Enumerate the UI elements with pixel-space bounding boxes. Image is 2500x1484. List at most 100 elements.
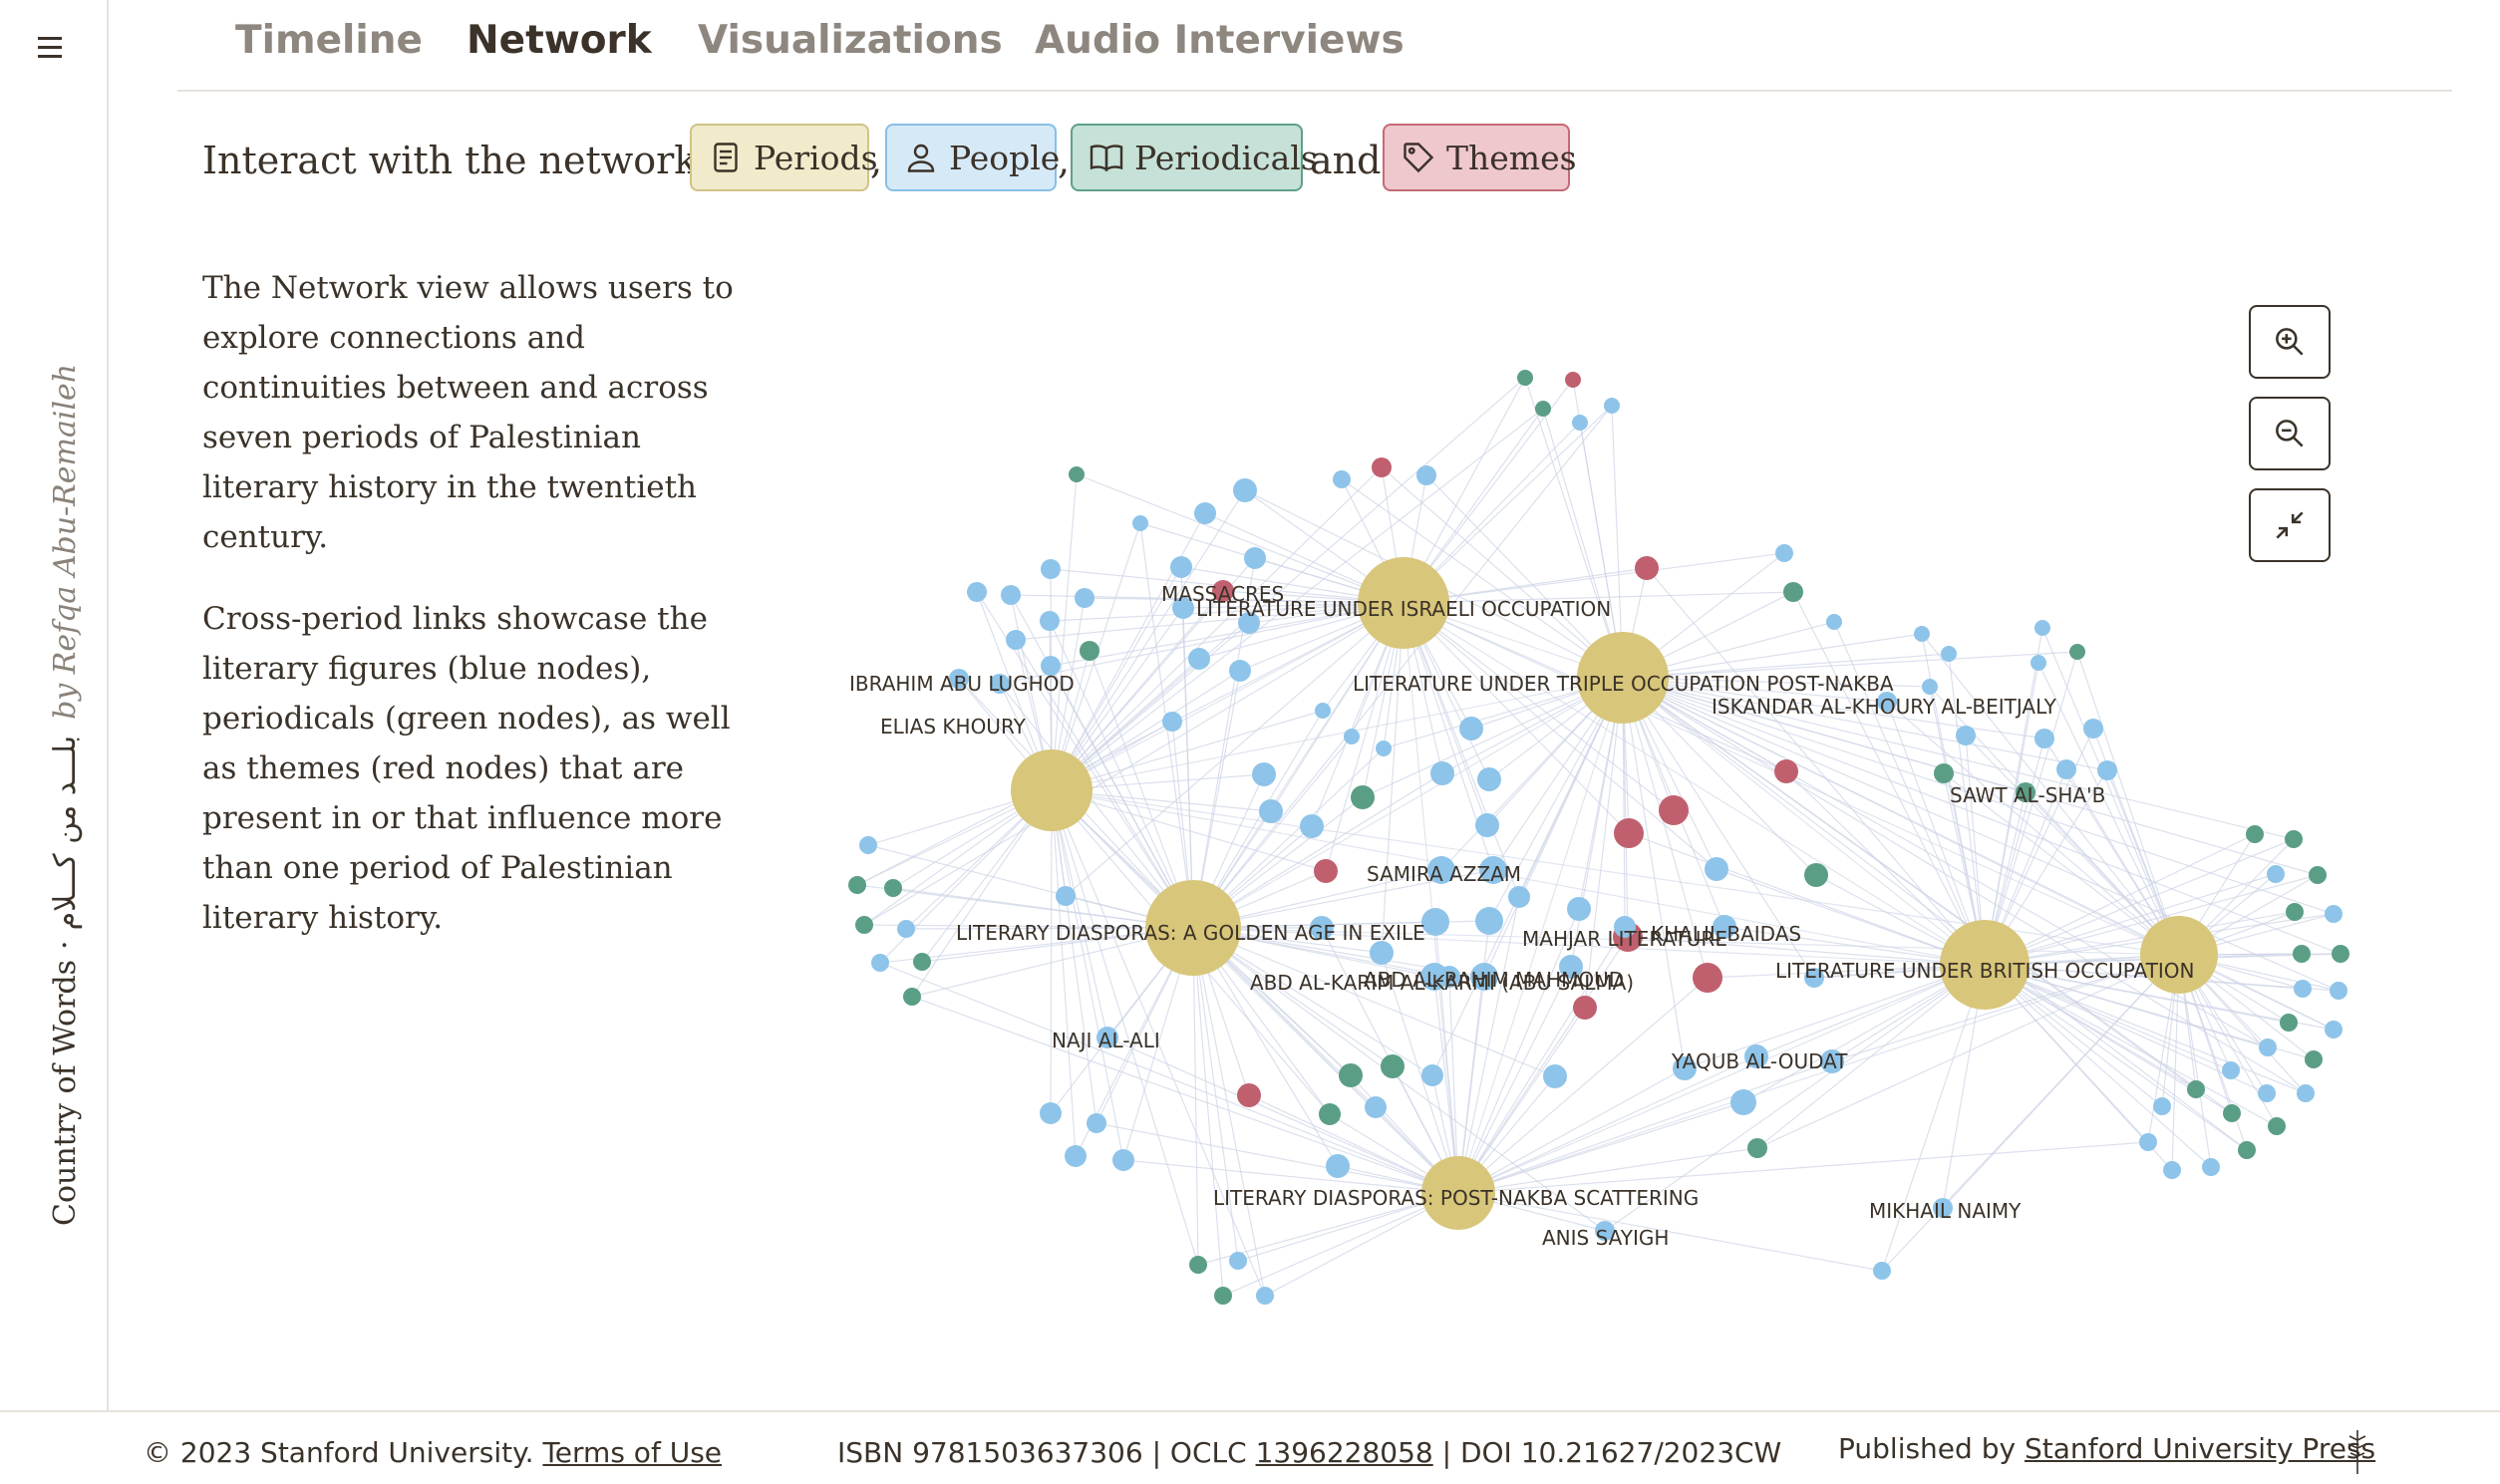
person-node[interactable]	[1075, 588, 1094, 608]
period-node[interactable]	[2140, 916, 2218, 994]
person-node[interactable]	[1744, 1044, 1768, 1068]
periodical-node[interactable]	[2238, 1141, 2256, 1159]
periodical-node[interactable]	[2309, 866, 2327, 884]
periodical-node[interactable]	[884, 879, 902, 897]
periodical-node[interactable]	[2285, 830, 2303, 848]
theme-node[interactable]	[1693, 963, 1722, 993]
person-node[interactable]	[2083, 719, 2103, 739]
person-node[interactable]	[2222, 1061, 2240, 1079]
person-node[interactable]	[2097, 760, 2117, 780]
periodical-node[interactable]	[1319, 1103, 1341, 1125]
person-node[interactable]	[1376, 741, 1392, 756]
theme-node[interactable]	[1372, 457, 1392, 477]
periodical-node[interactable]	[1783, 582, 1803, 602]
person-node[interactable]	[1922, 679, 1938, 695]
periodical-node[interactable]	[2268, 1117, 2286, 1135]
person-node[interactable]	[1470, 963, 1498, 991]
person-node[interactable]	[2267, 865, 2285, 883]
person-node[interactable]	[2056, 759, 2076, 779]
person-node[interactable]	[2163, 1161, 2181, 1179]
period-node[interactable]	[1011, 749, 1093, 831]
person-node[interactable]	[2034, 729, 2054, 748]
person-node[interactable]	[1430, 761, 1454, 785]
periodical-node[interactable]	[2246, 825, 2264, 843]
periodical-node[interactable]	[2280, 1014, 2298, 1032]
periodical-node[interactable]	[2293, 945, 2311, 963]
person-node[interactable]	[1096, 1027, 1118, 1048]
periodical-node[interactable]	[913, 953, 931, 971]
theme-node[interactable]	[1237, 1083, 1261, 1107]
zoom-in-button[interactable]	[2249, 305, 2331, 379]
person-node[interactable]	[1056, 886, 1076, 906]
person-node[interactable]	[1730, 1089, 1756, 1115]
person-node[interactable]	[1315, 703, 1331, 719]
reset-view-button[interactable]	[2249, 488, 2331, 562]
filter-periods[interactable]: Periods	[690, 124, 878, 191]
oclc-link[interactable]: 1396228058	[1255, 1436, 1433, 1469]
person-node[interactable]	[1475, 813, 1499, 837]
person-node[interactable]	[1194, 502, 1216, 524]
periodical-node[interactable]	[1934, 763, 1954, 783]
period-node[interactable]	[1145, 880, 1241, 976]
periodical-node[interactable]	[1381, 1054, 1405, 1078]
person-node[interactable]	[1041, 656, 1061, 676]
filter-periodicals[interactable]: Periodicals	[1071, 124, 1318, 191]
person-node[interactable]	[2139, 1133, 2157, 1151]
tab-network[interactable]: Network	[467, 18, 652, 63]
person-node[interactable]	[1705, 857, 1728, 881]
person-node[interactable]	[1259, 799, 1283, 823]
periodical-node[interactable]	[903, 988, 921, 1006]
person-node[interactable]	[1595, 1221, 1615, 1241]
person-node[interactable]	[1162, 712, 1182, 732]
person-node[interactable]	[1914, 626, 1930, 642]
periodical-node[interactable]	[1535, 401, 1551, 417]
person-node[interactable]	[990, 674, 1010, 694]
person-node[interactable]	[1933, 1198, 1953, 1218]
person-node[interactable]	[1673, 1056, 1697, 1080]
periodical-node[interactable]	[2016, 782, 2035, 802]
theme-node[interactable]	[1774, 759, 1798, 783]
theme-node[interactable]	[1314, 859, 1338, 883]
person-node[interactable]	[1310, 916, 1334, 940]
person-node[interactable]	[1956, 726, 1976, 745]
person-node[interactable]	[1416, 465, 1436, 485]
theme-node[interactable]	[1659, 795, 1689, 825]
person-node[interactable]	[1001, 585, 1021, 605]
person-node[interactable]	[1475, 907, 1503, 935]
theme-node[interactable]	[1565, 372, 1581, 388]
person-node[interactable]	[1244, 547, 1266, 569]
person-node[interactable]	[1170, 556, 1192, 578]
person-node[interactable]	[2294, 980, 2312, 998]
periodical-node[interactable]	[1339, 1063, 1363, 1087]
person-node[interactable]	[1438, 966, 1460, 988]
person-node[interactable]	[949, 669, 969, 689]
person-node[interactable]	[1040, 611, 1060, 631]
periodical-node[interactable]	[2187, 1080, 2205, 1098]
person-node[interactable]	[1427, 856, 1455, 884]
filter-themes[interactable]: Themes	[1383, 124, 1577, 191]
person-node[interactable]	[897, 920, 915, 938]
person-node[interactable]	[1112, 1149, 1134, 1171]
period-node[interactable]	[1940, 920, 2030, 1010]
person-node[interactable]	[1087, 1113, 1106, 1133]
periodical-node[interactable]	[2305, 1050, 2323, 1068]
tab-timeline[interactable]: Timeline	[235, 18, 424, 63]
periodical-node[interactable]	[1351, 785, 1375, 809]
person-node[interactable]	[2153, 1097, 2171, 1115]
person-node[interactable]	[1477, 767, 1501, 791]
person-node[interactable]	[1040, 1102, 1062, 1124]
periodical-node[interactable]	[2069, 644, 2085, 660]
person-node[interactable]	[2297, 1084, 2315, 1102]
periodical-node[interactable]	[1214, 1287, 1232, 1305]
person-node[interactable]	[1604, 398, 1620, 414]
period-node[interactable]	[1577, 632, 1669, 724]
person-node[interactable]	[1877, 692, 1897, 712]
person-node[interactable]	[2325, 905, 2343, 923]
person-node[interactable]	[2259, 1039, 2277, 1056]
person-node[interactable]	[1256, 1287, 1274, 1305]
person-node[interactable]	[1132, 515, 1148, 531]
person-node[interactable]	[1614, 916, 1636, 938]
person-node[interactable]	[2325, 1021, 2343, 1039]
person-node[interactable]	[1365, 1096, 1387, 1118]
person-node[interactable]	[2034, 620, 2050, 636]
